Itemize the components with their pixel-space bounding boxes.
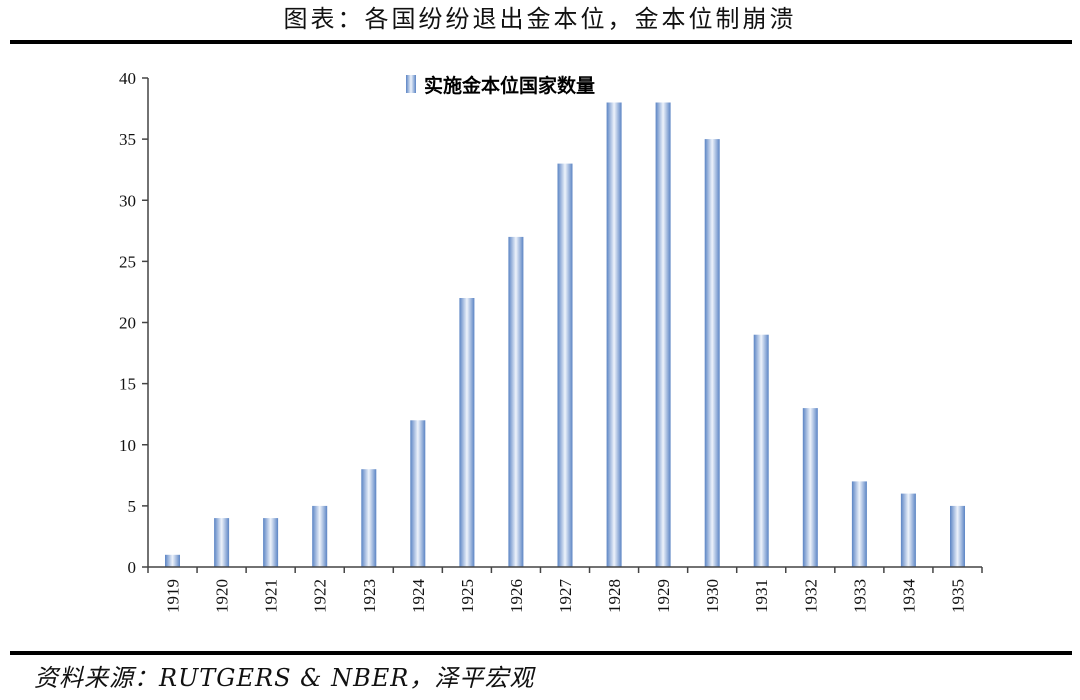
x-tick-label: 1925 (458, 579, 477, 613)
legend-swatch (406, 75, 416, 93)
x-tick-label: 1919 (164, 579, 183, 613)
x-tick-label: 1927 (556, 579, 575, 614)
y-tick-label: 25 (119, 252, 136, 271)
bar-1926 (508, 236, 524, 567)
y-tick-label: 40 (119, 69, 136, 88)
bars-group (165, 102, 965, 567)
x-tick-label: 1923 (360, 579, 379, 613)
x-tick-label: 1930 (703, 579, 722, 613)
bar-1933 (851, 481, 867, 567)
y-tick-label: 15 (119, 375, 136, 394)
bottom-rule (10, 651, 1072, 655)
bar-1919 (165, 554, 180, 567)
bar-1928 (606, 102, 622, 567)
bar-chart: 0 5 10 15 20 25 30 35 40 1919 1920 1921 1922 1923 1924… (119, 69, 983, 614)
bar-1920 (214, 518, 230, 567)
x-tick-label: 1935 (948, 579, 967, 613)
x-tick-label: 1921 (262, 579, 281, 613)
axes-group: 0 5 10 15 20 25 30 35 40 1919 1920 1921 1922 1923 1924… (119, 69, 983, 614)
bar-1924 (410, 420, 426, 567)
x-tick-label: 1922 (311, 579, 330, 613)
bar-1932 (802, 408, 818, 567)
bar-1927 (557, 163, 573, 567)
x-tick-label: 1933 (850, 579, 869, 613)
bar-1930 (704, 139, 720, 567)
x-tick-label: 1932 (801, 579, 820, 613)
bar-1925 (459, 298, 475, 567)
bar-1929 (655, 102, 671, 567)
x-tick-label: 1929 (654, 579, 673, 613)
bar-1935 (950, 505, 965, 567)
bar-1921 (263, 518, 279, 567)
y-tick-label: 20 (119, 314, 136, 333)
y-tick-label: 10 (119, 436, 136, 455)
x-tick-label: 1924 (409, 579, 428, 614)
bar-1922 (312, 505, 328, 567)
x-tick-label: 1928 (605, 579, 624, 613)
x-tick-label: 1931 (752, 579, 771, 613)
x-tick-label: 1934 (899, 579, 918, 614)
source-note: 资料来源：RUTGERS & NBER，泽平宏观 (34, 664, 535, 692)
x-tick-label: 1920 (213, 579, 232, 613)
y-tick-label: 5 (128, 497, 137, 516)
legend-label: 实施金本位国家数量 (424, 74, 595, 97)
x-tick-label: 1926 (507, 579, 526, 613)
top-rule (10, 40, 1072, 44)
y-tick-label: 30 (119, 191, 136, 210)
bar-1923 (361, 469, 377, 567)
legend: 实施金本位国家数量 (406, 74, 595, 97)
y-tick-label: 0 (128, 558, 137, 577)
bar-1931 (753, 334, 769, 567)
figure-title: 图表：各国纷纷退出金本位，金本位制崩溃 (283, 5, 797, 33)
y-tick-label: 35 (119, 130, 136, 149)
bar-1934 (900, 493, 916, 567)
